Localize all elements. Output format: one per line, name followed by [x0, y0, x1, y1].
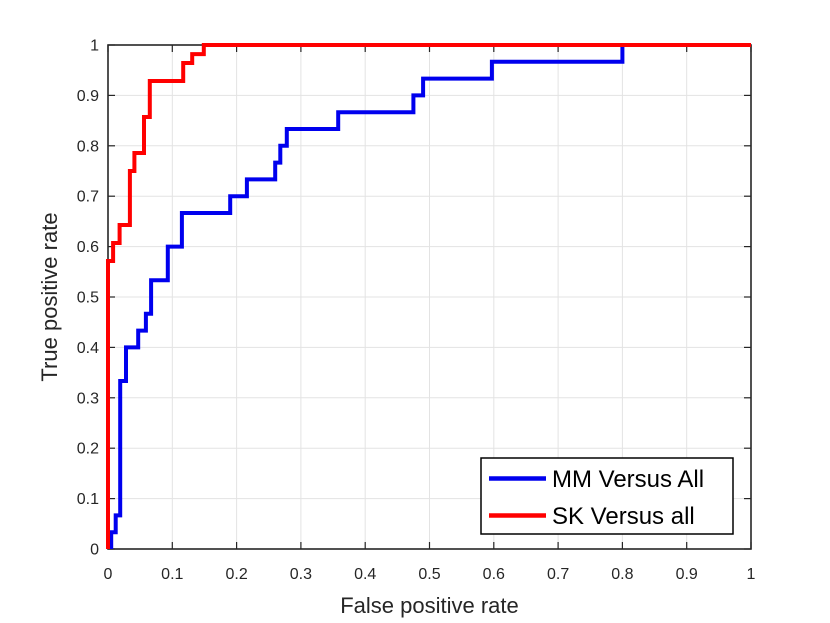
- y-tick-label: 0.1: [77, 491, 99, 508]
- x-tick-label: 0.8: [611, 566, 633, 583]
- x-axis-title: False positive rate: [340, 593, 519, 618]
- x-tick-label: 0.3: [290, 566, 312, 583]
- legend-entry-sk: SK Versus all: [489, 503, 695, 530]
- roc-curve-mm-versus-all: [109, 43, 751, 549]
- x-tick-label: 0: [104, 566, 113, 583]
- legend-label-mm: MM Versus All: [552, 466, 704, 493]
- legend-label-sk: SK Versus all: [552, 503, 695, 530]
- gridlines: [108, 45, 751, 549]
- y-tick-label: 0: [90, 542, 99, 559]
- y-tick-label: 0.3: [77, 390, 99, 407]
- roc-curves: [106, 43, 751, 549]
- y-tick-label: 1: [90, 38, 99, 55]
- x-tick-label: 0.4: [354, 566, 376, 583]
- y-axis-title: True positive rate: [37, 212, 62, 381]
- y-tick-label: 0.9: [77, 88, 99, 105]
- y-tick-label: 0.7: [77, 189, 99, 206]
- x-tick-label: 0.6: [483, 566, 505, 583]
- x-tick-label: 0.7: [547, 566, 569, 583]
- legend-entry-mm: MM Versus All: [489, 466, 704, 493]
- x-tick-label: 0.1: [161, 566, 183, 583]
- x-tick-label: 0.5: [418, 566, 440, 583]
- tick-labels: 0 0.1 0.2 0.3 0.4 0.5 0.6 0.7 0.8 0.9 1 0 0.1 0.2 0.3 0…: [77, 38, 756, 584]
- x-tick-label: 0.9: [676, 566, 698, 583]
- legend: MM Versus All SK Versus all: [480, 457, 734, 535]
- x-tick-label: 0.2: [225, 566, 247, 583]
- y-tick-label: 0.8: [77, 138, 99, 155]
- y-tick-label: 0.4: [77, 340, 99, 357]
- y-tick-label: 0.2: [77, 441, 99, 458]
- y-tick-label: 0.5: [77, 290, 99, 307]
- y-tick-label: 0.6: [77, 239, 99, 256]
- roc-curve-sk-versus-all: [106, 43, 751, 549]
- legend-box: [480, 457, 734, 535]
- x-tick-label: 1: [747, 566, 756, 583]
